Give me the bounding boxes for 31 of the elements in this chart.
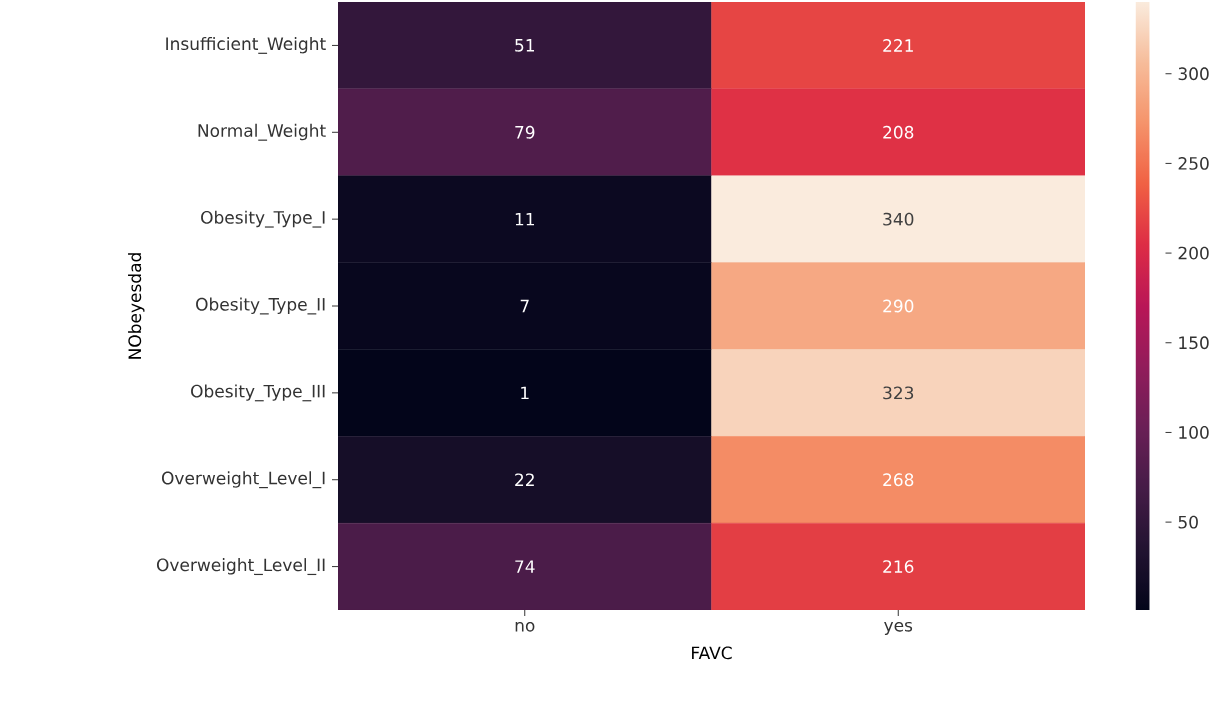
data-label: 11 <box>515 212 534 226</box>
color-bar-label: 300 <box>1178 67 1209 81</box>
data-label: 208 <box>883 125 914 139</box>
data-label: 79 <box>515 125 535 139</box>
x-axis-title: FAVC <box>692 646 732 660</box>
y-tick-label: Obesity_Type_III <box>191 384 325 402</box>
data-label: 216 <box>883 560 914 573</box>
y-tick-label: Obesity_Type_I <box>201 210 325 228</box>
color-bar-label: 250 <box>1178 156 1209 170</box>
data-label: 323 <box>883 386 914 400</box>
color-bar-label: 150 <box>1179 336 1209 350</box>
y-tick-label: Normal_Weight <box>198 123 326 141</box>
x-tick-label: no <box>515 621 535 632</box>
color-bar-label: 200 <box>1178 246 1209 260</box>
data-label: 290 <box>883 299 914 313</box>
color-bar-label: 50 <box>1178 515 1198 529</box>
data-label: 340 <box>883 212 914 226</box>
y-tick-label: Insufficient_Weight <box>166 36 326 54</box>
data-label: 22 <box>515 473 534 487</box>
data-label: 221 <box>883 39 913 52</box>
data-label: 51 <box>515 39 534 52</box>
data-label: 1 <box>521 386 529 400</box>
x-tick-label: yes <box>884 621 913 635</box>
y-tick-label: Obesity_Type_II <box>196 297 325 315</box>
y-tick-label: Overweight_Level_I <box>161 471 325 489</box>
data-label: 268 <box>883 473 914 487</box>
data-label: 7 <box>520 299 529 313</box>
color-bar-label: 100 <box>1179 426 1209 439</box>
data-label: 74 <box>515 560 535 573</box>
y-tick-label: Overweight_Level_II <box>156 558 325 576</box>
y-axis-title: NObeyesdad <box>128 253 145 359</box>
